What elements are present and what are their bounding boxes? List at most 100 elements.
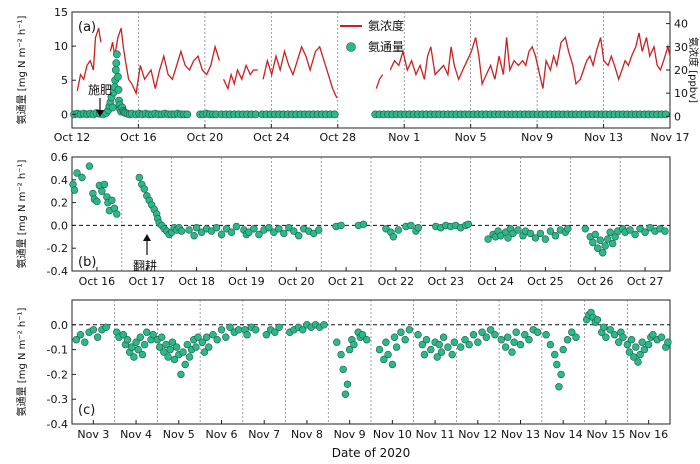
panel-c-gridlines: [72, 300, 670, 424]
flux-point: [76, 331, 85, 339]
panel-a-ytick-right-label: 0: [674, 110, 681, 123]
flux-point: [250, 225, 258, 233]
panel-c-xtick-label: Nov 8: [291, 428, 323, 441]
flux-point: [222, 225, 231, 233]
panel-c-ytick-label: -0.3: [47, 393, 68, 406]
flux-point: [179, 348, 187, 356]
flux-point: [478, 328, 486, 336]
flux-point: [629, 353, 638, 361]
flux-point: [638, 338, 646, 346]
flux-point: [632, 343, 640, 351]
flux-point: [295, 232, 303, 240]
flux-point: [149, 331, 157, 339]
panel-b-xtick-label: Oct 18: [178, 275, 215, 288]
panel-a-xtick-label: Oct 20: [187, 131, 224, 144]
flux-point: [433, 353, 441, 361]
flux-point: [113, 210, 121, 218]
flux-point: [491, 331, 499, 339]
annotation-tillage: 翻耕: [133, 258, 157, 273]
panel-a-concentration-line: [76, 27, 671, 99]
flux-point: [358, 331, 367, 339]
flux-point: [100, 180, 109, 189]
panel-b-ytick-label: 0.6: [51, 151, 69, 164]
flux-point: [390, 333, 399, 341]
flux-point: [593, 316, 602, 324]
flux-point: [310, 229, 318, 238]
panel-b-xtick-label: Oct 25: [527, 275, 564, 288]
flux-point: [631, 230, 639, 239]
panel-a-xtick-label: Oct 12: [54, 131, 91, 144]
flux-point: [504, 333, 512, 341]
flux-point: [602, 333, 610, 341]
panel-b-xtick-label: Oct 21: [328, 275, 365, 288]
panel-b-ytick-label: 0.0: [51, 219, 69, 232]
flux-point: [531, 234, 540, 242]
panel-c-xtick-label: Nov 11: [416, 428, 455, 441]
flux-point: [226, 323, 234, 331]
flux-point: [405, 326, 414, 334]
flux-point: [508, 348, 516, 356]
flux-point: [209, 331, 217, 339]
flux-point: [222, 333, 230, 341]
panel-c-xtick-label: Nov 3: [77, 428, 109, 441]
concentration-line-segment: [375, 74, 384, 89]
panel-c-flux-points: [72, 308, 672, 398]
x-axis-title: Date of 2020: [332, 446, 410, 460]
panel-b-xtick-label: Oct 17: [128, 275, 165, 288]
flux-point: [614, 338, 623, 346]
concentration-line-segment: [262, 44, 338, 99]
legend-label-flux: 氨通量: [368, 40, 404, 54]
flux-point: [603, 235, 612, 243]
panel-b-ytick-label: 0.4: [51, 174, 69, 187]
panel-a-ytick-right-label: 30: [674, 41, 688, 54]
panel-b-xtick-label: Oct 19: [228, 275, 265, 288]
panel-c-xtick-label: Nov 6: [206, 428, 238, 441]
flux-point: [546, 340, 555, 349]
flux-point: [641, 228, 649, 236]
concentration-line-segment: [109, 27, 221, 96]
flux-point: [457, 343, 465, 351]
flux-point: [330, 110, 339, 119]
flux-point: [407, 221, 415, 230]
flux-point: [397, 328, 405, 336]
flux-point: [73, 169, 81, 177]
flux-point: [262, 331, 271, 339]
flux-point: [128, 343, 136, 351]
flux-point: [553, 360, 561, 369]
annotation-tillage-arrowhead: [143, 234, 151, 241]
flux-point: [401, 336, 409, 344]
flux-point: [217, 326, 226, 334]
flux-point: [521, 331, 529, 339]
flux-point: [486, 326, 495, 334]
panel-a-ytick-left-label: 10: [54, 40, 68, 53]
flux-point: [496, 232, 505, 240]
flux-point: [320, 321, 328, 329]
flux-point: [166, 345, 174, 354]
flux-point: [525, 336, 533, 344]
panel-b-xtick-label: Oct 24: [477, 275, 514, 288]
flux-point: [140, 185, 149, 193]
annotation-fertilization-arrowhead: [96, 110, 104, 117]
flux-point: [280, 229, 288, 238]
flux-point: [514, 226, 522, 234]
panel-c-ytick-label: -0.2: [47, 368, 68, 381]
panel-c-xtick-label: Nov 13: [501, 428, 540, 441]
flux-point: [130, 353, 138, 361]
flux-point: [640, 345, 649, 354]
flux-point: [213, 336, 221, 344]
flux-point: [420, 350, 429, 359]
flux-point: [661, 110, 670, 119]
flux-point: [315, 226, 323, 234]
flux-point: [550, 350, 559, 359]
flux-point: [72, 336, 81, 344]
flux-point: [533, 328, 542, 336]
flux-point: [134, 345, 142, 354]
flux-point: [275, 323, 283, 331]
flux-point: [392, 343, 401, 351]
concentration-line-segment: [389, 32, 671, 89]
panel-c-ylabel: 氨通量 [mg N m⁻² h⁻¹]: [15, 308, 28, 417]
panel-a-gridlines: [138, 12, 604, 128]
flux-point: [270, 228, 278, 236]
panel-c-xtick-label: Nov 9: [334, 428, 366, 441]
